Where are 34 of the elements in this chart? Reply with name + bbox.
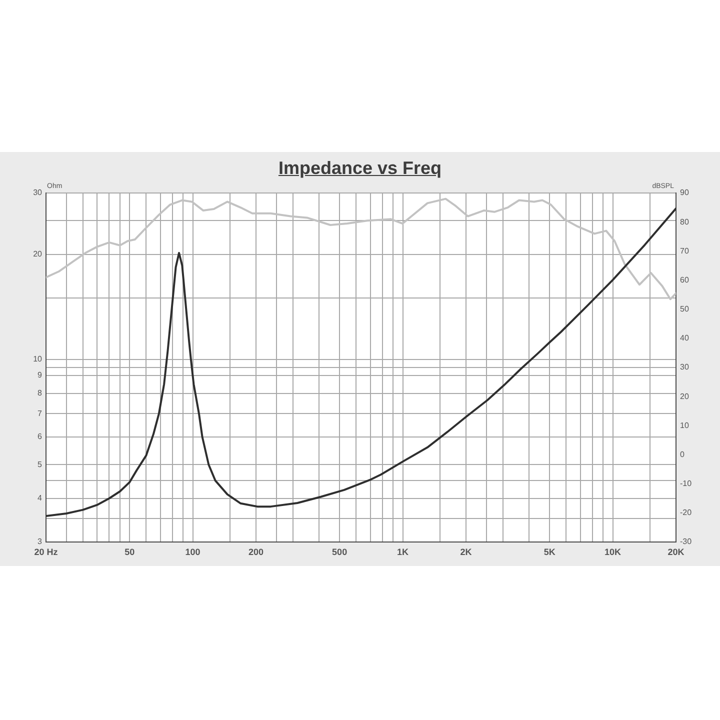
y2-tick-label: 20 xyxy=(680,392,690,401)
y2-tick-label: -30 xyxy=(680,537,692,546)
y2-tick-label: 80 xyxy=(680,217,690,226)
x-tick-label: 20 Hz xyxy=(34,546,58,557)
y2-tick-label: 40 xyxy=(680,334,690,343)
x-tick-label: 1K xyxy=(397,546,410,557)
y2-tick-label: 30 xyxy=(680,362,690,372)
x-tick-label: 2K xyxy=(460,546,472,557)
y-tick-label: 6 xyxy=(38,432,43,442)
y2-tick-label: 90 xyxy=(680,188,690,198)
x-tick-label: 10K xyxy=(604,546,622,557)
y2-tick-label: 70 xyxy=(680,246,690,256)
y-tick-label: 3 xyxy=(38,537,43,546)
y-tick-label: 7 xyxy=(38,408,43,418)
x-tick-label: 20K xyxy=(668,546,685,557)
x-tick-label: 50 xyxy=(124,546,135,557)
y2-tick-label: 10 xyxy=(680,420,690,430)
y2-tick-label: -10 xyxy=(680,479,692,488)
y-tick-label: 8 xyxy=(38,388,43,398)
x-tick-label: 200 xyxy=(248,546,264,557)
y-tick-label: 4 xyxy=(38,494,43,503)
y2-tick-label: 60 xyxy=(680,275,690,284)
y-tick-label: 10 xyxy=(33,354,43,364)
y2-tick-label: 50 xyxy=(680,304,690,314)
x-tick-label: 500 xyxy=(332,546,348,557)
y-tick-label: 20 xyxy=(33,250,43,259)
x-tick-label: 5K xyxy=(544,546,556,557)
y2-tick-label: -20 xyxy=(680,508,692,518)
y2-tick-label: 0 xyxy=(680,450,685,459)
y-tick-label: 5 xyxy=(38,460,43,469)
x-tick-label: 100 xyxy=(185,546,200,557)
y-tick-label: 9 xyxy=(38,370,43,380)
chart-title: Impedance vs Freq xyxy=(278,158,442,178)
y-tick-label: 30 xyxy=(33,188,43,198)
